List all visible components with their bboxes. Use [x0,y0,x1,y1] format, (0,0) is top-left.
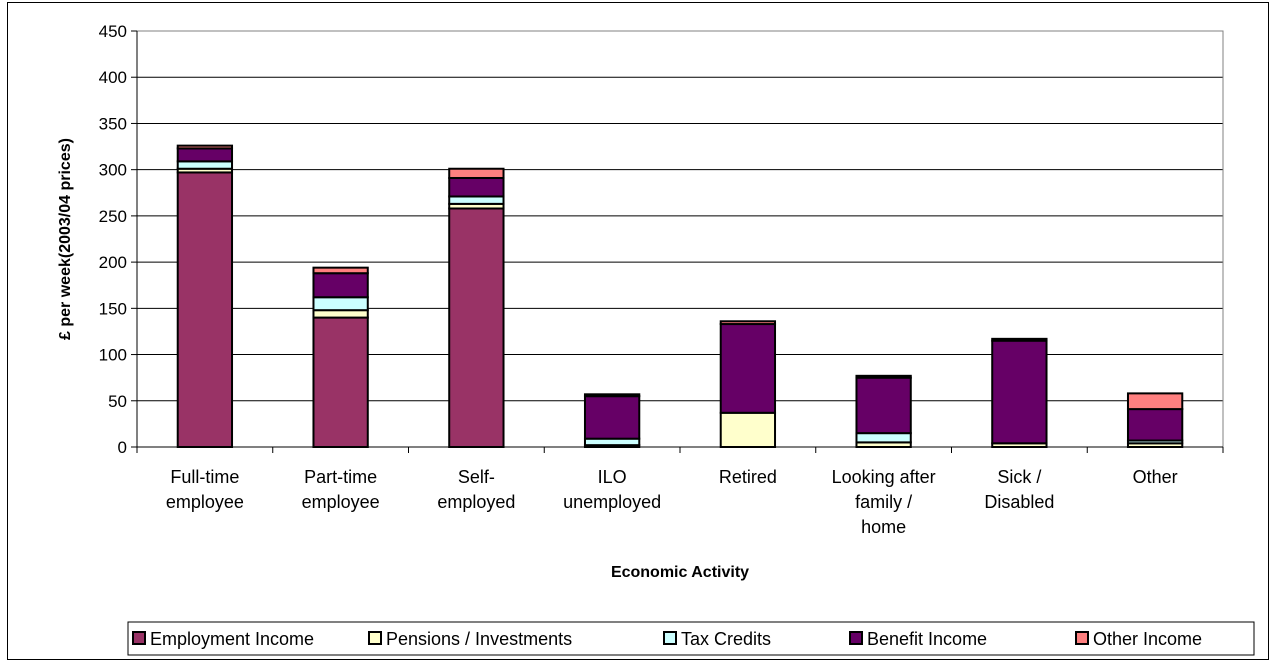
x-category-label: ILO unemployed [563,467,661,512]
legend-label: Benefit Income [867,629,987,649]
legend-swatch [664,632,676,644]
bar-segment [178,148,232,161]
bar-segment [178,172,232,447]
x-category-label: Part-time employee [302,467,380,512]
bar-segment [856,376,910,378]
bar-segment [856,433,910,442]
x-category-label: Self-employed [437,467,515,512]
bar-segment [449,208,503,447]
y-tick-label: 100 [99,346,127,365]
bar-segment [992,339,1046,341]
legend-swatch [850,632,862,644]
y-tick-label: 300 [99,161,127,180]
bar-segment [178,161,232,168]
y-tick-label: 150 [99,299,127,318]
y-tick-label: 200 [99,253,127,272]
x-axis-categories: Full-time employee Part-time employee Self-e… [137,447,1223,537]
x-category-label: Sick / Disabled [984,467,1054,512]
legend-swatch [1076,632,1088,644]
bar-segment [313,297,367,310]
y-tick-label: 50 [108,392,127,411]
x-category-label: Full-time employee [166,467,244,512]
plot-area [137,31,1223,447]
bar-segment [313,273,367,297]
y-tick-label: 0 [118,438,127,457]
y-tick-label: 400 [99,68,127,87]
y-tick-label: 250 [99,207,127,226]
y-axis-ticks: 0 50 100 150 200 250 300 350 400 450 [99,22,1223,457]
bar-segment [313,310,367,317]
x-category-label: Other [1133,467,1178,487]
bar-segment [585,394,639,396]
grid [137,31,1223,447]
bar-segment [449,178,503,196]
bar-segment [721,321,775,324]
y-tick-label: 450 [99,22,127,41]
bar-segment [1128,409,1182,440]
bars [178,146,1183,447]
bar-segment [585,396,639,439]
bar-segment [449,196,503,203]
legend-swatch [133,632,145,644]
legend-swatch [369,632,381,644]
bar-segment [1128,393,1182,409]
legend-label: Pensions / Investments [386,629,572,649]
legend-label: Employment Income [150,629,314,649]
y-tick-label: 350 [99,114,127,133]
bar-segment [856,378,910,433]
x-category-label: Looking after family / home [832,467,936,537]
bar-segment [721,413,775,447]
x-category-label: Retired [719,467,777,487]
legend-label: Other Income [1093,629,1202,649]
bar-segment [178,146,232,149]
bar-segment [992,341,1046,444]
bar-segment [313,318,367,447]
x-axis-title: Economic Activity [611,564,749,581]
bar-segment [449,169,503,178]
bar-segment [313,268,367,274]
legend-label: Tax Credits [681,629,771,649]
y-axis-title: £ per week(2003/04 prices) [57,138,74,340]
bar-segment [721,324,775,413]
legend: Employment Income Pensions / Investments T… [128,622,1254,655]
